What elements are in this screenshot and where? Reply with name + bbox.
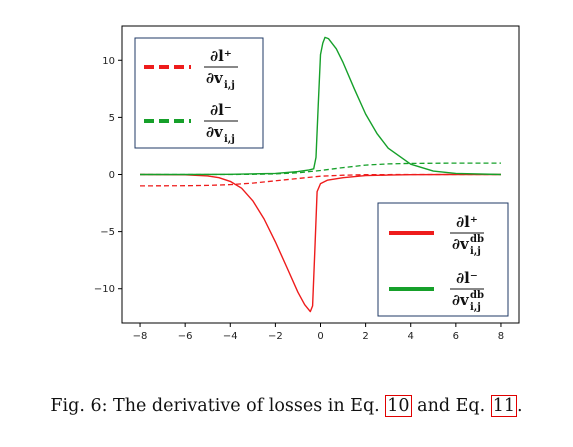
- equation-ref-2[interactable]: 11: [490, 395, 518, 417]
- x-tick-label: 4: [408, 331, 414, 342]
- legend-denominator: ∂v: [452, 235, 470, 253]
- legend-numerator: ∂l⁻: [456, 269, 478, 287]
- legend-denominator: ∂v: [452, 291, 470, 309]
- y-tick-label: −10: [94, 284, 115, 295]
- legend-superscript: db: [470, 234, 484, 245]
- legend-subscript: i,j: [224, 80, 235, 91]
- legend-numerator: ∂l⁺: [456, 213, 478, 231]
- legend-subscript: i,j: [470, 246, 481, 257]
- legend-lower-right: ∂l⁺∂v dbi,j∂l⁻∂v dbi,j: [377, 202, 509, 317]
- legend-box: [377, 202, 509, 317]
- x-tick-label: −8: [133, 331, 148, 342]
- series-green-solid-line: [140, 36, 502, 176]
- legend-subscript: i,j: [224, 134, 235, 145]
- caption-middle: and Eq.: [417, 396, 486, 416]
- caption-prefix: Fig. 6: The derivative of losses in Eq.: [50, 396, 380, 416]
- legend-numerator: ∂l⁺: [210, 47, 232, 65]
- y-tick-label: 5: [109, 113, 115, 124]
- y-tick-label: −5: [100, 227, 115, 238]
- caption-suffix: .: [517, 396, 523, 416]
- legend-denominator: ∂v: [206, 123, 224, 141]
- x-tick-label: −2: [268, 331, 283, 342]
- figure-caption: Fig. 6: The derivative of losses in Eq. …: [0, 395, 573, 417]
- x-axis-ticks: −8 −6 −4 −2 0 2 4 6 8: [133, 323, 504, 342]
- equation-ref-1[interactable]: 10: [385, 395, 412, 417]
- legend-denominator: ∂v: [206, 69, 224, 87]
- y-tick-label: 10: [102, 56, 115, 67]
- y-axis-ticks: 10 5 0 −5 −10: [94, 56, 122, 295]
- legend-top-left: ∂l⁺∂v i,j∂l⁻∂v i,j: [134, 37, 264, 149]
- legend-layer: ∂l⁺∂v i,j∂l⁻∂v i,j∂l⁺∂v dbi,j∂l⁻∂v dbi,j: [134, 37, 509, 317]
- x-tick-label: 8: [498, 331, 504, 342]
- x-tick-label: 0: [317, 331, 323, 342]
- series-red-solid-line: [139, 173, 501, 313]
- y-tick-label: 0: [109, 170, 115, 181]
- x-tick-label: −4: [223, 331, 238, 342]
- legend-subscript: i,j: [470, 302, 481, 313]
- series-layer: [139, 36, 502, 313]
- x-tick-label: 2: [362, 331, 368, 342]
- x-tick-label: 6: [453, 331, 459, 342]
- x-tick-label: −6: [178, 331, 193, 342]
- legend-box: [134, 37, 264, 149]
- legend-numerator: ∂l⁻: [210, 101, 232, 119]
- legend-superscript: db: [470, 290, 484, 301]
